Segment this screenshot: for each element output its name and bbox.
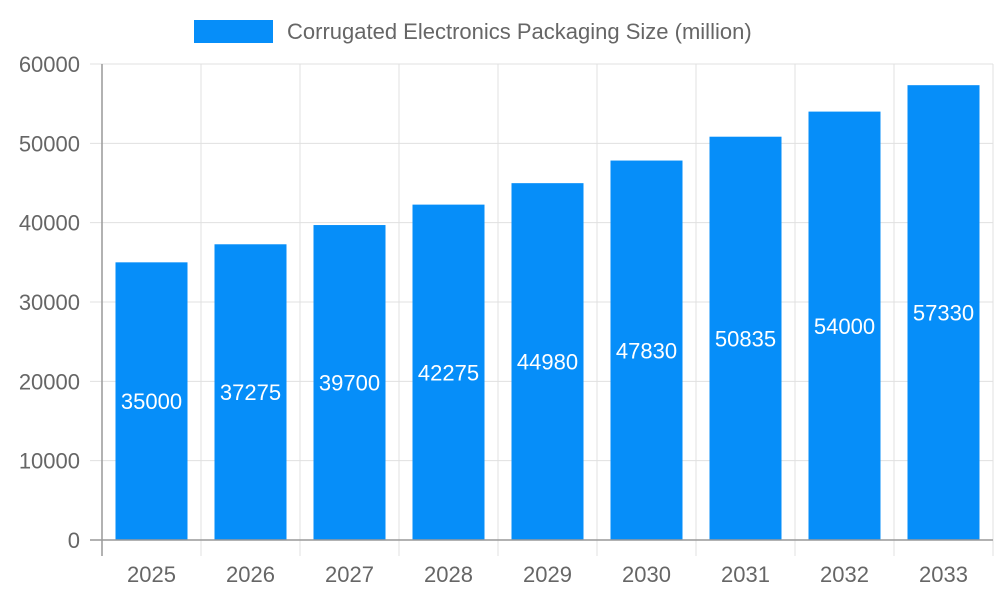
- legend-label: Corrugated Electronics Packaging Size (m…: [287, 19, 752, 44]
- x-tick-label: 2028: [424, 562, 473, 587]
- x-tick-label: 2029: [523, 562, 572, 587]
- x-tick-label: 2033: [919, 562, 968, 587]
- x-tick-label: 2031: [721, 562, 770, 587]
- axes: 0 10000 20000 30000 40000 50000 60000 2025 2026 2…: [19, 52, 993, 587]
- x-tick-label: 2026: [226, 562, 275, 587]
- x-tick-label: 2032: [820, 562, 869, 587]
- y-tick-label: 0: [68, 528, 80, 553]
- x-tick-label: 2027: [325, 562, 374, 587]
- data-label-2028: 42275: [418, 360, 479, 385]
- bar-2025: [115, 262, 188, 540]
- y-tick-label: 60000: [19, 52, 80, 77]
- x-tick-label: 2025: [127, 562, 176, 587]
- data-labels: 35000 37275 39700 42275 44980 47830 50835 54000…: [121, 301, 974, 415]
- y-tick-label: 30000: [19, 290, 80, 315]
- bar-2027: [313, 225, 386, 540]
- y-tick-label: 50000: [19, 131, 80, 156]
- bar-2031: [709, 136, 782, 541]
- data-label-2032: 54000: [814, 314, 875, 339]
- data-label-2031: 50835: [715, 326, 776, 351]
- bar-2028: [412, 204, 485, 540]
- bar-2030: [610, 160, 683, 541]
- bar-2026: [214, 244, 287, 540]
- data-label-2025: 35000: [121, 389, 182, 414]
- bar-2032: [808, 111, 881, 540]
- bar-2033: [907, 85, 980, 540]
- bar-2029: [511, 183, 584, 540]
- y-tick-label: 20000: [19, 369, 80, 394]
- data-label-2027: 39700: [319, 371, 380, 396]
- legend-swatch: [194, 20, 273, 43]
- x-tick-label: 2030: [622, 562, 671, 587]
- bars: [115, 85, 980, 541]
- data-label-2029: 44980: [517, 350, 578, 375]
- legend[interactable]: Corrugated Electronics Packaging Size (m…: [194, 19, 752, 44]
- data-label-2030: 47830: [616, 338, 677, 363]
- y-tick-label: 40000: [19, 211, 80, 236]
- data-label-2033: 57330: [913, 301, 974, 326]
- y-tick-label: 10000: [19, 449, 80, 474]
- data-label-2026: 37275: [220, 380, 281, 405]
